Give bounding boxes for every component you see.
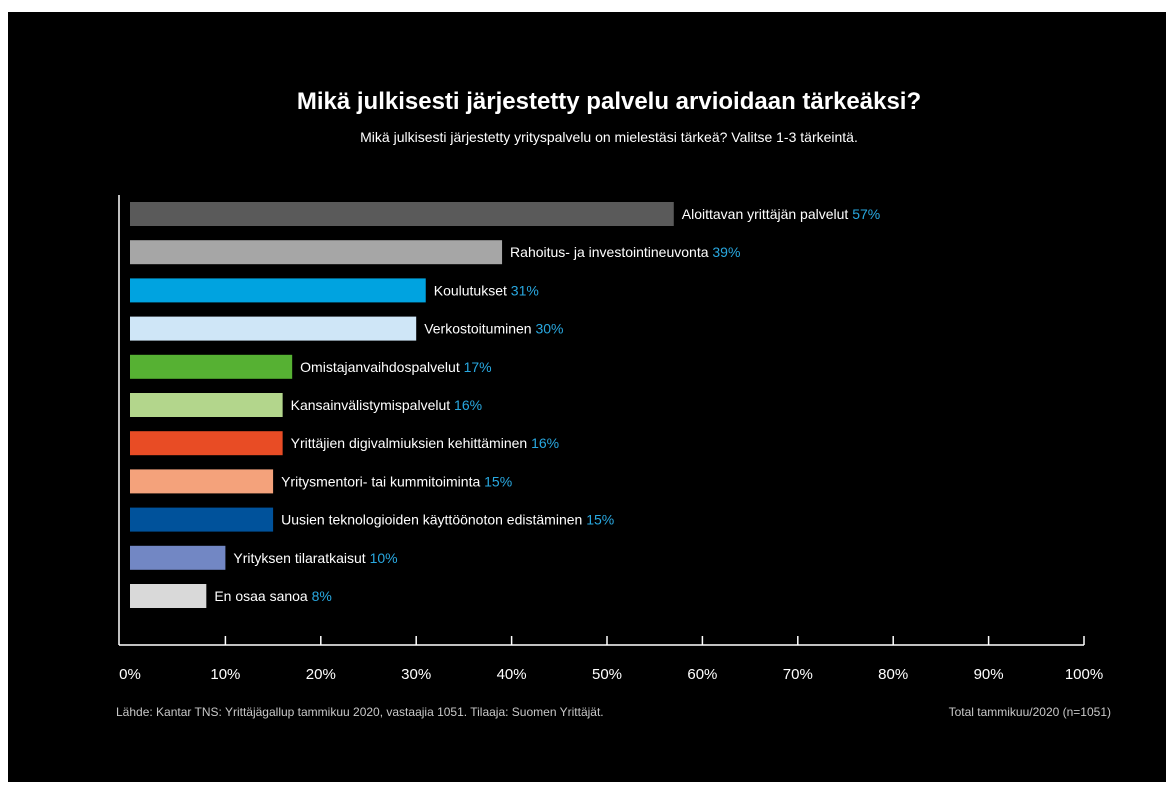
bar-label: Omistajanvaihdospalvelut 17% (300, 359, 491, 375)
bar (130, 469, 274, 494)
bar-label: Koulutukset 31% (434, 282, 539, 298)
x-tick-label: 30% (401, 666, 431, 683)
x-tick-label: 100% (1065, 666, 1103, 683)
x-tick-label: 40% (497, 666, 527, 683)
bar-label: Verkostoituminen 30% (424, 321, 563, 337)
bar (130, 316, 417, 341)
x-tick-label: 20% (306, 666, 336, 683)
bar (130, 240, 503, 265)
x-tick-label: 0% (119, 666, 141, 683)
total-note: Total tammikuu/2020 (n=1051) (948, 705, 1111, 719)
bar-label: Uusien teknologioiden käyttöönoton edist… (281, 512, 614, 528)
bar (130, 202, 674, 226)
bar-label: En osaa sanoa 8% (214, 588, 332, 604)
bar-label: Kansainvälistymispalvelut 16% (291, 397, 482, 413)
bar-label: Aloittavan yrittäjän palvelut 57% (682, 206, 880, 222)
bar-value-label: 30% (535, 321, 563, 337)
x-tick-label: 50% (592, 666, 622, 683)
x-tick-label: 10% (210, 666, 240, 683)
x-tick-label: 80% (878, 666, 908, 683)
bar-label: Yritysmentori- tai kummitoiminta 15% (281, 473, 512, 489)
x-tick-label: 90% (974, 666, 1004, 683)
bar (130, 584, 207, 608)
chart-subtitle: Mikä julkisesti järjestetty yrityspalvel… (360, 129, 858, 145)
bar-label: Yrityksen tilaratkaisut 10% (233, 550, 397, 566)
bar (130, 431, 283, 456)
bar-value-label: 39% (712, 244, 740, 260)
x-tick-label: 60% (687, 666, 717, 683)
bar (130, 278, 426, 303)
bar-value-label: 15% (484, 473, 512, 489)
bar-value-label: 17% (464, 359, 492, 375)
bar (130, 354, 293, 379)
source-note: Lähde: Kantar TNS: Yrittäjägallup tammik… (116, 705, 604, 719)
bar-value-label: 15% (586, 512, 614, 528)
bar-value-label: 16% (454, 397, 482, 413)
bar (130, 545, 226, 570)
bar-value-label: 8% (312, 588, 332, 604)
bar (130, 393, 283, 417)
x-tick-label: 70% (783, 666, 813, 683)
bar (130, 507, 274, 532)
bar-value-label: 57% (852, 206, 880, 222)
bar-label: Yrittäjien digivalmiuksien kehittäminen … (291, 435, 559, 451)
bar-label: Rahoitus- ja investointineuvonta 39% (510, 244, 740, 260)
bar-value-label: 16% (531, 435, 559, 451)
bar-value-label: 31% (511, 282, 539, 298)
chart-title: Mikä julkisesti järjestetty palvelu arvi… (296, 88, 922, 115)
bar-value-label: 10% (370, 550, 398, 566)
